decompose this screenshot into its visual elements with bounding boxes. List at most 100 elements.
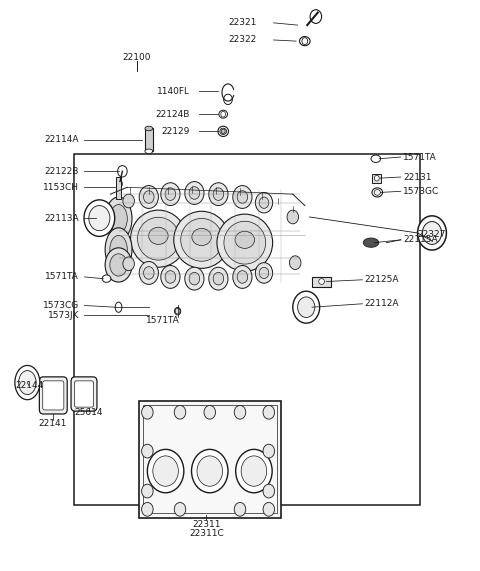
Circle shape	[263, 484, 275, 498]
Ellipse shape	[115, 302, 122, 312]
Circle shape	[174, 405, 186, 419]
Circle shape	[233, 266, 252, 288]
Circle shape	[161, 266, 180, 288]
Text: 1140FL: 1140FL	[156, 87, 190, 96]
Circle shape	[234, 502, 246, 516]
Circle shape	[142, 502, 153, 516]
Circle shape	[189, 187, 200, 199]
Ellipse shape	[110, 254, 127, 276]
Circle shape	[287, 210, 299, 224]
Text: 22125A: 22125A	[365, 275, 399, 284]
Circle shape	[144, 191, 154, 203]
Bar	[116, 177, 121, 199]
Circle shape	[144, 267, 154, 279]
Text: 22311: 22311	[192, 520, 221, 529]
Ellipse shape	[110, 204, 127, 233]
Text: 1573CG: 1573CG	[43, 301, 79, 310]
Circle shape	[204, 405, 216, 419]
Circle shape	[302, 38, 308, 45]
Bar	[143, 405, 277, 513]
Circle shape	[221, 129, 225, 134]
Ellipse shape	[145, 126, 153, 131]
Ellipse shape	[15, 365, 40, 400]
Text: 1573GC: 1573GC	[403, 187, 440, 196]
Ellipse shape	[363, 238, 379, 247]
Text: 22131: 22131	[403, 172, 432, 182]
Ellipse shape	[371, 155, 381, 162]
Circle shape	[185, 182, 204, 204]
Circle shape	[213, 272, 224, 285]
Ellipse shape	[235, 231, 254, 248]
Circle shape	[123, 257, 134, 271]
Circle shape	[418, 216, 446, 250]
Text: 22129: 22129	[161, 127, 190, 136]
Circle shape	[234, 405, 246, 419]
Text: 22311C: 22311C	[189, 529, 224, 538]
Ellipse shape	[219, 110, 228, 118]
Ellipse shape	[175, 307, 180, 315]
Text: 1153CH: 1153CH	[43, 183, 79, 192]
Bar	[74, 154, 420, 505]
Ellipse shape	[105, 197, 132, 240]
Ellipse shape	[220, 128, 227, 134]
Text: 22114A: 22114A	[45, 135, 79, 144]
Bar	[372, 174, 381, 183]
Text: 1571TA: 1571TA	[403, 152, 437, 162]
Text: 22124B: 22124B	[155, 110, 190, 119]
Ellipse shape	[102, 275, 111, 282]
Ellipse shape	[300, 37, 310, 46]
Ellipse shape	[180, 219, 223, 262]
FancyBboxPatch shape	[74, 381, 94, 407]
Circle shape	[89, 206, 110, 231]
Circle shape	[139, 186, 158, 208]
Circle shape	[209, 267, 228, 290]
Circle shape	[255, 192, 273, 213]
Text: 22144: 22144	[16, 381, 44, 390]
Circle shape	[197, 456, 223, 486]
FancyBboxPatch shape	[71, 377, 97, 411]
Ellipse shape	[174, 211, 229, 268]
Ellipse shape	[372, 188, 383, 197]
Circle shape	[213, 188, 224, 200]
Text: 22100: 22100	[122, 53, 151, 62]
Ellipse shape	[192, 228, 211, 246]
Circle shape	[161, 183, 180, 206]
Ellipse shape	[319, 279, 324, 284]
Polygon shape	[110, 186, 310, 287]
Circle shape	[263, 502, 275, 516]
Circle shape	[174, 502, 186, 516]
Ellipse shape	[138, 217, 180, 260]
Circle shape	[142, 484, 153, 498]
FancyBboxPatch shape	[43, 381, 64, 410]
Text: 22322: 22322	[228, 35, 257, 45]
Ellipse shape	[224, 221, 266, 264]
Circle shape	[84, 200, 115, 236]
Circle shape	[298, 297, 315, 317]
Ellipse shape	[145, 149, 153, 154]
Circle shape	[241, 456, 267, 486]
Circle shape	[153, 456, 179, 486]
Circle shape	[185, 267, 204, 290]
Text: 1571TA: 1571TA	[146, 316, 180, 325]
Text: 22115A: 22115A	[403, 235, 438, 244]
Circle shape	[293, 291, 320, 323]
Text: 22141: 22141	[38, 419, 67, 428]
Ellipse shape	[105, 228, 132, 271]
Bar	[145, 128, 153, 151]
Circle shape	[374, 175, 379, 181]
Text: 1573JK: 1573JK	[48, 311, 79, 320]
Circle shape	[221, 111, 226, 117]
Circle shape	[123, 194, 134, 208]
Ellipse shape	[217, 214, 273, 271]
Circle shape	[142, 444, 153, 458]
Bar	[139, 401, 281, 518]
Circle shape	[192, 449, 228, 493]
Ellipse shape	[149, 227, 168, 244]
Circle shape	[165, 188, 176, 200]
Circle shape	[289, 256, 301, 270]
Text: 22327: 22327	[418, 230, 446, 239]
Text: 22113A: 22113A	[45, 214, 79, 223]
Circle shape	[139, 262, 158, 284]
Circle shape	[233, 186, 252, 208]
Circle shape	[117, 180, 122, 187]
